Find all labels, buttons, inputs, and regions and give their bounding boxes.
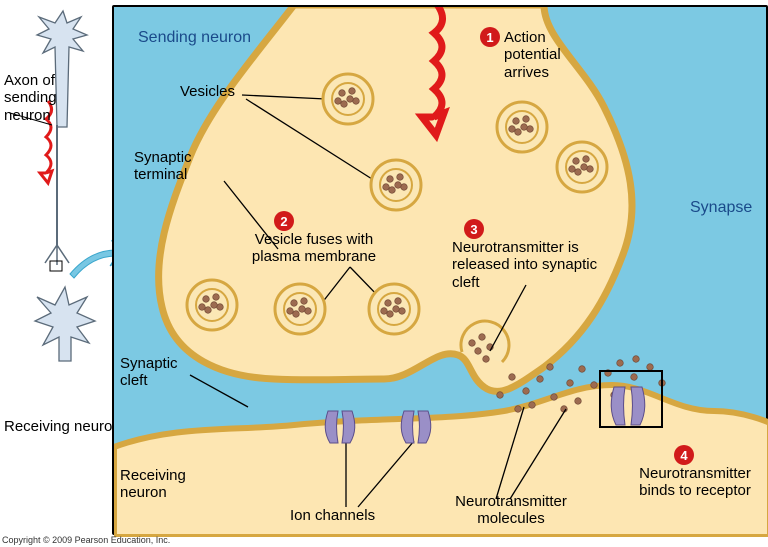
overview-panel [0,5,110,443]
vesicle [320,71,376,127]
step-1-label: Action potential arrives [504,29,604,81]
copyright-text: Copyright © 2009 Pearson Education, Inc. [2,535,170,545]
receiving-neuron-label: Receiving neuron [120,467,210,502]
sending-neuron-label: Sending neuron [138,29,251,47]
vesicle [554,139,610,195]
synapse-label: Synapse [690,199,752,217]
vesicle [366,281,422,337]
overview-receiving-label: Receiving neuron [4,418,121,435]
synaptic-cleft-label: Synaptic cleft [120,355,200,390]
overview-axon-label: Axon of sending neuron [4,72,104,124]
step-badge-1: 1 [480,27,500,47]
vesicle [494,99,550,155]
ion-channel [322,405,358,447]
nt-molecules-label: Neurotransmitter molecules [436,493,586,528]
vesicle [184,277,240,333]
synaptic-terminal-label: Synaptic terminal [134,149,224,184]
vesicle [272,281,328,337]
vesicle [368,157,424,213]
step-4-label: Neurotransmitter binds to receptor [620,465,768,500]
step-badge-4: 4 [674,445,694,465]
step-badge-2: 2 [274,211,294,231]
step-2-label: Vesicle fuses with plasma membrane [244,231,384,266]
step-3-label: Neurotransmitter is released into synapt… [452,239,612,291]
ion-channel-receptor [608,381,648,429]
overview-neurons-svg [0,5,110,443]
ion-channels-label: Ion channels [290,507,375,524]
main-diagram-panel: 1 2 3 4 Sending neuron Vesicles Synaptic… [112,5,768,535]
step-badge-3: 3 [464,219,484,239]
ion-channel [398,405,434,447]
vesicles-label: Vesicles [180,83,235,100]
